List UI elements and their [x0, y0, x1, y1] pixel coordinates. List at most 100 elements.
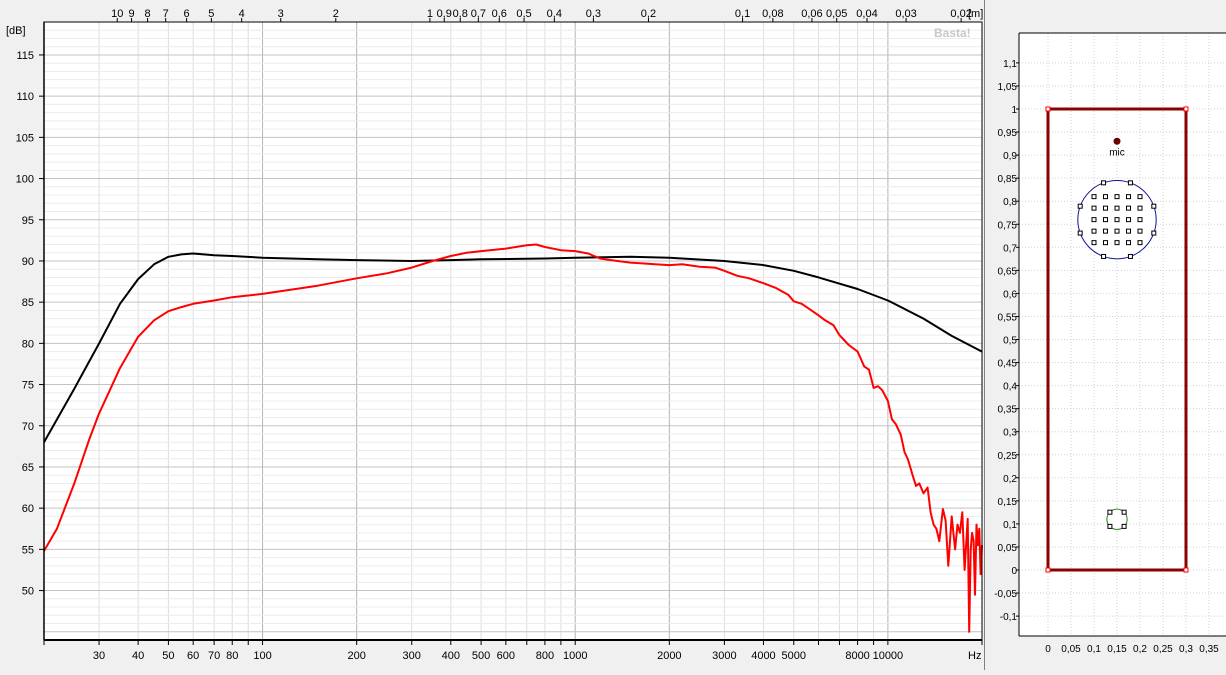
x-tick-label: 80: [226, 650, 238, 662]
woofer-edge-handle: [1127, 180, 1133, 186]
woofer-grid-point: [1126, 217, 1131, 223]
x-axis-unit-label: Hz: [968, 650, 981, 662]
enc-x-tick-label: 0,1: [1087, 644, 1101, 655]
y-tick-label: 65: [22, 462, 34, 474]
y-tick-label: 115: [16, 50, 34, 62]
top-tick-label: 9: [128, 8, 134, 20]
port-handle: [1107, 509, 1113, 515]
y-tick-label: 85: [22, 297, 34, 309]
x-tick-label: 60: [187, 650, 199, 662]
top-tick-label: 4: [239, 8, 245, 20]
woofer-grid-point: [1103, 240, 1108, 246]
mic-marker: [1113, 137, 1121, 145]
woofer-grid-point: [1103, 194, 1108, 200]
top-tick-label: 0,4: [547, 8, 562, 20]
enc-y-tick-label: 1,05: [998, 82, 1018, 93]
woofer-grid-point: [1114, 228, 1120, 234]
woofer-grid-point: [1091, 205, 1097, 211]
enc-y-tick-label: 0,45: [998, 359, 1018, 370]
enc-y-tick-label: 0,3: [1003, 428, 1017, 439]
mic-label: mic: [1109, 147, 1125, 158]
woofer-grid-point: [1091, 228, 1097, 234]
woofer-grid-point: [1091, 240, 1097, 246]
woofer-grid-point: [1091, 194, 1097, 200]
woofer-grid-point: [1103, 217, 1108, 223]
x-tick-label: 200: [347, 650, 365, 662]
enc-x-tick-label: 0,3: [1179, 644, 1193, 655]
y-tick-label: 55: [22, 544, 34, 556]
y-tick-label: 70: [22, 421, 34, 433]
enc-x-tick-label: 0,2: [1133, 644, 1147, 655]
x-tick-label: 40: [132, 650, 144, 662]
enc-y-tick-label: 0,75: [998, 220, 1018, 231]
x-tick-label: 300: [403, 650, 421, 662]
woofer-grid-point: [1126, 205, 1131, 211]
enclosure-rectangle: [1046, 107, 1188, 572]
enc-y-tick-label: 0,55: [998, 312, 1018, 323]
enc-y-tick-label: 0,85: [998, 174, 1018, 185]
enc-y-tick-label: 0,5: [1003, 336, 1017, 347]
top-tick-label: 0,05: [826, 8, 847, 20]
woofer-grid-point: [1126, 194, 1131, 200]
top-tick-label: 2: [333, 8, 339, 20]
enc-y-tick-label: 0,15: [998, 497, 1018, 508]
frequency-response-chart: 115 110 105 100 95 90 85 80 75 70 65 60 55 50 30 40 50 60…: [6, 8, 984, 662]
x-tick-label: 100: [253, 650, 271, 662]
enclosure-corner-handle: [1183, 106, 1189, 112]
enc-y-tick-label: 0,25: [998, 451, 1018, 462]
top-tick-label: 0,2: [641, 8, 656, 20]
x-tick-label: 10000: [873, 650, 904, 662]
x-tick-label: 5000: [782, 650, 806, 662]
woofer-grid-point: [1103, 228, 1108, 234]
port-handle: [1121, 523, 1127, 529]
woofer-edge-handle: [1151, 230, 1157, 236]
enc-y-tick-label: -0,05: [994, 589, 1017, 600]
woofer-grid-point: [1126, 228, 1131, 234]
enc-x-tick-label: 0,35: [1199, 644, 1219, 655]
port-handle: [1121, 509, 1127, 515]
enc-y-tick-label: 1,1: [1003, 59, 1017, 70]
top-tick-label: 6: [184, 8, 190, 20]
enc-y-tick-label: 0,1: [1003, 520, 1017, 531]
top-tick-label: 8: [144, 8, 150, 20]
top-tick-label: 0,03: [895, 8, 916, 20]
woofer-grid-point: [1114, 240, 1120, 246]
top-tick-label: 0,02: [950, 8, 971, 20]
woofer-grid-point: [1103, 205, 1108, 211]
woofer-edge-handle: [1077, 230, 1083, 236]
woofer-edge-handle: [1077, 203, 1083, 209]
top-tick-label: 0,6: [492, 8, 507, 20]
woofer-edge-handle: [1127, 253, 1133, 259]
y-tick-label: 80: [22, 338, 34, 350]
y-tick-label: 60: [22, 503, 34, 515]
enc-y-tick-label: 0,4: [1003, 382, 1017, 393]
top-tick-label: 0,8: [453, 8, 468, 20]
woofer-grid-point: [1114, 205, 1120, 211]
enc-y-tick-label: 0,8: [1003, 197, 1017, 208]
top-tick-label: 3: [278, 8, 284, 20]
y-tick-label: 90: [22, 256, 34, 268]
y-tick-label: 100: [16, 174, 34, 186]
x-tick-label: 2000: [657, 650, 681, 662]
top-tick-label: 0,5: [516, 8, 531, 20]
top-tick-label: 0,3: [586, 8, 601, 20]
top-tick-label: 0,9: [437, 8, 452, 20]
x-tick-label: 70: [208, 650, 220, 662]
enc-y-tick-label: 0,7: [1003, 243, 1017, 254]
woofer-grid-point: [1137, 205, 1143, 211]
enc-y-tick-label: 0,95: [998, 128, 1018, 139]
enclosure-corner-handle: [1183, 567, 1189, 573]
woofer-grid-point: [1114, 217, 1120, 223]
enc-y-tick-label: 0,65: [998, 266, 1018, 277]
woofer-edge-handle: [1101, 180, 1107, 186]
y-tick-label: 110: [16, 91, 34, 103]
y-tick-label: 50: [22, 586, 34, 598]
woofer-grid-point: [1091, 217, 1097, 223]
x-tick-label: 600: [497, 650, 515, 662]
enc-y-tick-label: 0,35: [998, 405, 1018, 416]
enc-y-tick-label: 1: [1011, 105, 1017, 116]
enc-y-tick-label: 0: [1011, 566, 1017, 577]
woofer-edge-handle: [1151, 203, 1157, 209]
enclosure-svg: 1,1 1,05 1 0,95 0,9 0,85 0,8 0,75 0,7 0,65 0,6 0,55…: [983, 0, 1226, 670]
